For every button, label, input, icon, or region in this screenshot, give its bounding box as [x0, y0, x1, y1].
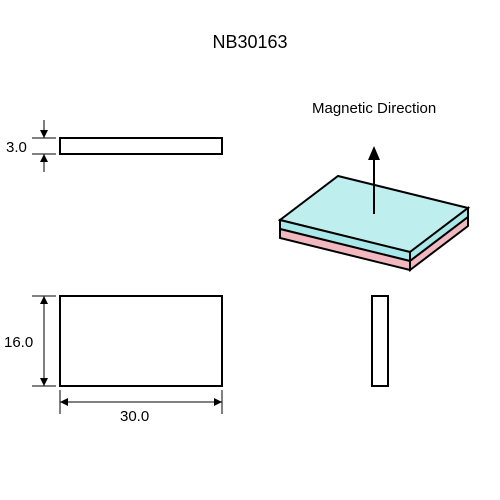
top-view-rect	[60, 296, 222, 386]
dim-width	[32, 296, 56, 386]
dim-thickness	[32, 120, 56, 172]
dim-length	[60, 390, 222, 414]
drawing-canvas	[0, 0, 500, 500]
side-view-rect	[60, 138, 222, 154]
isometric-view	[280, 146, 468, 270]
end-view-rect	[372, 296, 388, 386]
